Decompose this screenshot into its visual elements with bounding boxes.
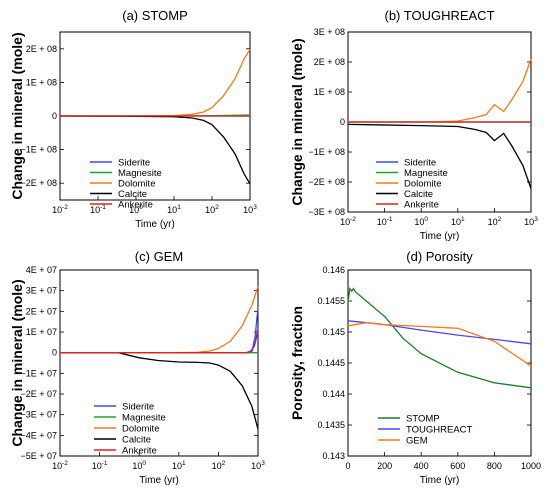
x-tick-label: 200 bbox=[377, 461, 392, 471]
y-tick-label: −1E + 08 bbox=[308, 147, 345, 157]
y-axis-label: Change in mineral (mole) bbox=[9, 32, 25, 199]
y-tick-label: 0.1455 bbox=[317, 296, 345, 306]
legend-label: Ankerite bbox=[404, 200, 439, 211]
series-line-unlabeled bbox=[245, 327, 259, 354]
y-tick-label: 3E + 07 bbox=[26, 286, 57, 296]
x-tick-label: 101 bbox=[167, 204, 181, 215]
legend-label: Calcite bbox=[404, 189, 433, 200]
legend-label: STOMP bbox=[406, 414, 440, 425]
y-tick-label: 0.1445 bbox=[317, 358, 345, 368]
legend-label: Dolomite bbox=[122, 424, 160, 435]
series-line-gem bbox=[347, 322, 532, 367]
x-tick-label: 800 bbox=[487, 461, 502, 471]
legend-label: GEM bbox=[406, 436, 428, 447]
legend-label: Magnesite bbox=[404, 168, 448, 179]
legend-label: Calcite bbox=[118, 189, 147, 200]
chart-1: (a) STOMP 2E + 08 1E + 08 0 −1E + 08 −2E + 08… bbox=[9, 8, 257, 230]
legend-label: Dolomite bbox=[404, 179, 442, 190]
series-line-stomp bbox=[347, 286, 532, 389]
y-tick-label: −1E + 08 bbox=[20, 145, 57, 155]
y-axis-label: Change in mineral (mole) bbox=[9, 279, 25, 446]
y-tick-label: 1E + 08 bbox=[314, 87, 345, 97]
legend-label: Magnesite bbox=[122, 413, 166, 424]
x-tick-label: 10-2 bbox=[52, 460, 68, 471]
chart-3: (c) GEM 4E + 07 3E + 07 2E + 07 1E + 07 0 −1E … bbox=[9, 249, 265, 486]
plot-frame bbox=[59, 269, 259, 457]
x-tick-label: 103 bbox=[251, 460, 265, 471]
y-tick-label: −3E + 08 bbox=[308, 207, 345, 217]
x-axis-label: Time (yr) bbox=[135, 219, 175, 230]
x-tick-label: 1000 bbox=[521, 461, 541, 471]
x-axis-label: Time (yr) bbox=[420, 475, 460, 486]
y-tick-label: 2E + 08 bbox=[314, 57, 345, 67]
x-tick-label: 101 bbox=[451, 216, 465, 227]
legend-label: Dolomite bbox=[118, 179, 156, 190]
x-tick-label: 10-1 bbox=[90, 204, 106, 215]
chart-title: (c) GEM bbox=[135, 249, 183, 264]
legend-label: Siderite bbox=[122, 402, 154, 413]
y-tick-label: 4E + 07 bbox=[26, 265, 57, 275]
x-axis-label: Time (yr) bbox=[139, 475, 179, 486]
y-tick-label: 0.146 bbox=[322, 265, 345, 275]
x-axis-label: Time (yr) bbox=[420, 231, 460, 242]
y-tick-label: −2E + 08 bbox=[308, 177, 345, 187]
y-tick-label: −2E + 07 bbox=[20, 389, 57, 399]
chart-title: (d) Porosity bbox=[406, 249, 473, 264]
y-tick-label: 1E + 07 bbox=[26, 327, 57, 337]
x-tick-label: 10-1 bbox=[377, 216, 393, 227]
y-axis-label: Porosity, fraction bbox=[289, 306, 305, 420]
y-tick-label: 0.144 bbox=[322, 389, 345, 399]
x-tick-label: 10-1 bbox=[92, 460, 108, 471]
y-tick-label: 0.143 bbox=[322, 451, 345, 461]
y-tick-label: 1E + 08 bbox=[26, 77, 57, 87]
y-tick-label: 2E + 08 bbox=[26, 44, 57, 54]
series-line-calcite bbox=[347, 123, 532, 189]
legend-label: Magnesite bbox=[118, 168, 162, 179]
y-tick-label: 0 bbox=[52, 111, 57, 121]
y-axis-label: Change in mineral (mole) bbox=[289, 38, 305, 205]
y-tick-label: 0 bbox=[52, 348, 57, 358]
x-tick-label: 0 bbox=[345, 461, 350, 471]
x-tick-label: 600 bbox=[450, 461, 465, 471]
y-tick-label: 0.1435 bbox=[317, 420, 345, 430]
series-line-dolomite bbox=[348, 58, 532, 123]
series-line-dolomite bbox=[60, 286, 259, 354]
chart-2: (b) TOUGHREACT 3E + 08 2E + 08 1E + 08 0 −1E … bbox=[289, 8, 538, 242]
chart-title: (b) TOUGHREACT bbox=[384, 8, 494, 23]
y-tick-label: −1E + 07 bbox=[20, 368, 57, 378]
x-tick-label: 100 bbox=[132, 460, 146, 471]
legend-label: TOUGHREACT bbox=[406, 425, 473, 436]
x-tick-label: 400 bbox=[414, 461, 429, 471]
x-tick-label: 103 bbox=[524, 216, 538, 227]
x-tick-label: 102 bbox=[205, 204, 219, 215]
legend-label: Siderite bbox=[118, 158, 150, 169]
series-line-dolomite bbox=[60, 49, 251, 117]
legend-label: Calcite bbox=[122, 435, 151, 446]
x-tick-label: 101 bbox=[172, 460, 186, 471]
y-tick-label: 0 bbox=[340, 117, 345, 127]
x-tick-label: 10-2 bbox=[52, 204, 68, 215]
legend-label: Ankerite bbox=[118, 200, 153, 211]
y-tick-label: 2E + 07 bbox=[26, 306, 57, 316]
legend-label: Siderite bbox=[404, 158, 436, 169]
y-tick-label: 3E + 08 bbox=[314, 27, 345, 37]
x-tick-label: 10-2 bbox=[340, 216, 356, 227]
series-line-siderite bbox=[60, 307, 259, 354]
y-tick-label: 0.145 bbox=[322, 327, 345, 337]
chart-title: (a) STOMP bbox=[122, 8, 188, 23]
y-tick-label: −4E + 07 bbox=[20, 430, 57, 440]
series-line-calcite bbox=[60, 352, 259, 430]
y-tick-label: −3E + 07 bbox=[20, 410, 57, 420]
legend-label: Ankerite bbox=[122, 446, 157, 457]
y-tick-label: −5E + 07 bbox=[20, 451, 57, 461]
x-tick-label: 102 bbox=[212, 460, 226, 471]
x-tick-label: 103 bbox=[243, 204, 257, 215]
chart-4: (d) Porosity 0.146 0.1455 0.145 0.1445 0.144 0… bbox=[289, 249, 541, 486]
x-tick-label: 100 bbox=[414, 216, 428, 227]
y-tick-label: −2E + 08 bbox=[20, 178, 57, 188]
x-tick-label: 100 bbox=[129, 204, 143, 215]
x-tick-label: 102 bbox=[488, 216, 502, 227]
